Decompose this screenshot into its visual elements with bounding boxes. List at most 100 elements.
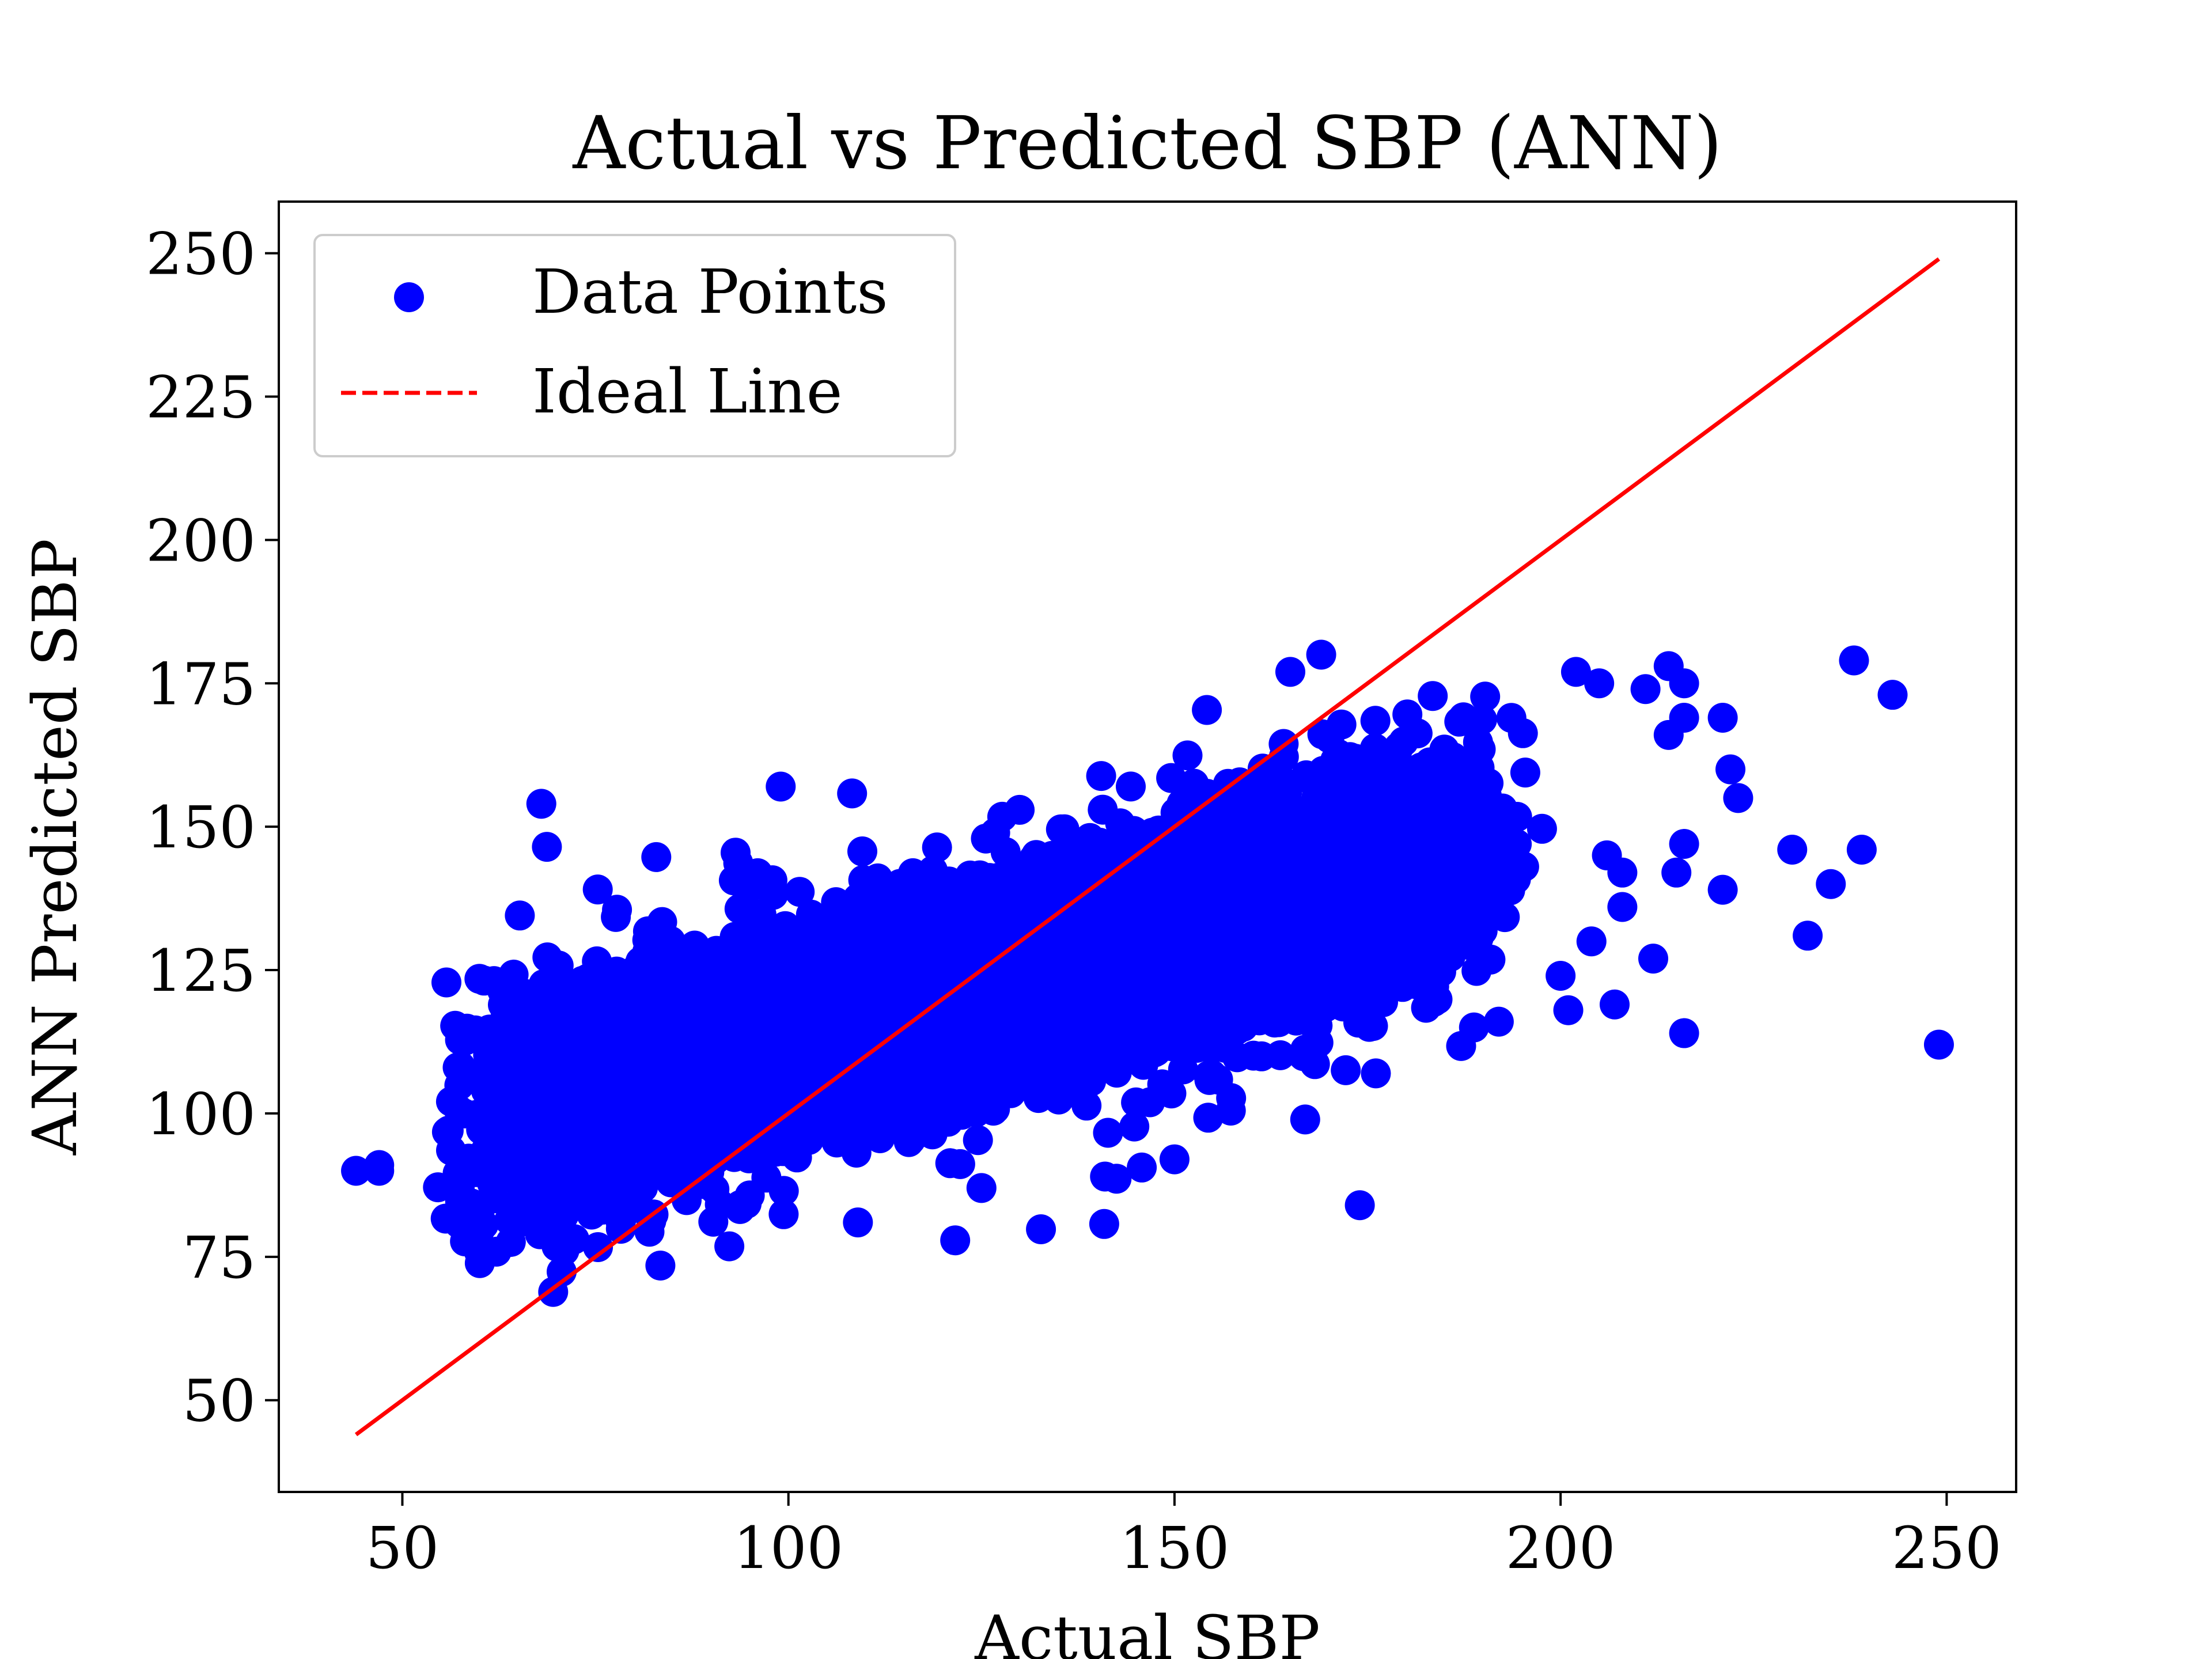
data-point [841,988,871,1019]
data-point [1046,814,1076,844]
data-point-outlier [464,1202,495,1232]
data-point [582,874,613,905]
data-point-outlier [1877,680,1908,710]
y-axis-ticks: 50 75 100 125 150 175 200 225 250 [146,221,279,1435]
data-point [653,1121,684,1152]
data-point-outlier [1306,639,1336,670]
data-point [1027,1025,1057,1056]
data-point [868,1102,899,1132]
data-point [1360,706,1391,736]
data-point [1215,1096,1246,1126]
data-point [1407,774,1437,804]
data-point [1172,740,1203,771]
data-point [1245,938,1276,968]
data-point [555,1157,586,1187]
data-point [867,956,897,986]
data-point [1222,1015,1252,1045]
data-point-outlier [1630,674,1661,704]
data-point-outlier [966,1173,997,1203]
data-point [957,953,988,984]
data-point [1303,1028,1334,1058]
data-point [1340,813,1370,843]
data-point [711,944,742,975]
data-point [1247,753,1278,784]
data-point [1140,892,1171,922]
data-point [1326,709,1357,740]
data-point [592,1160,623,1190]
data-point [1147,1069,1177,1100]
data-point [1119,1111,1150,1142]
y-tick-label: 50 [183,1368,256,1435]
data-point [1265,1040,1296,1070]
data-point [1340,985,1370,1016]
data-point [1301,771,1331,802]
data-point [779,1121,809,1152]
data-point [1199,804,1229,834]
data-point [1031,984,1061,1015]
data-point [893,1127,924,1157]
data-point-outlier [1669,668,1699,699]
data-point [531,978,561,1009]
data-point [1313,956,1343,987]
data-point [1081,1055,1112,1085]
data-point [997,1002,1028,1033]
data-point [1160,957,1190,988]
data-point-outlier [1661,857,1692,888]
data-point [635,1054,666,1084]
data-point [1193,1103,1224,1133]
data-point [922,832,952,863]
data-point [1380,929,1411,960]
data-point [1020,929,1050,960]
data-point [631,1164,661,1194]
data-point [1496,703,1527,733]
data-point [724,1017,754,1048]
data-point [476,1116,506,1146]
data-point [1121,1087,1152,1118]
data-point [599,1133,629,1164]
data-point [469,965,499,996]
data-point [900,899,931,929]
data-point [1088,956,1118,987]
data-point [1460,925,1491,955]
data-point [837,897,867,927]
data-point [1058,929,1088,959]
data-point [845,930,876,961]
data-point [687,944,718,975]
data-point [1459,1012,1489,1043]
data-point [514,1024,545,1054]
data-point-outlier [1560,657,1591,687]
data-point [1093,1118,1123,1148]
data-point-outlier [1638,944,1668,974]
data-point [547,1003,577,1033]
legend-box [313,234,956,457]
data-point [1088,794,1118,825]
data-point [542,1047,573,1077]
data-point [795,909,825,940]
data-point-outlier [1839,645,1869,676]
plot-area-frame [278,200,2017,1493]
data-point [804,1107,834,1137]
data-point-outlier [341,1156,372,1186]
data-point [972,1017,1003,1048]
data-point [795,1043,825,1073]
data-point [1050,1022,1081,1052]
data-point [526,1139,556,1169]
data-point [734,1143,764,1173]
data-point [1502,802,1532,832]
data-point [1156,763,1187,793]
legend: Data Points Ideal Line [313,234,956,457]
data-point-outlier [1584,668,1615,699]
data-point-outlier [766,771,796,802]
data-point [725,1060,755,1091]
data-point [1089,1209,1119,1239]
data-point-outlier [1159,1144,1190,1175]
x-tick-label: 50 [366,1514,439,1582]
data-point [1122,987,1152,1017]
data-point-outlier [1483,1006,1514,1037]
data-point [718,865,749,896]
data-point-outlier [1793,921,1823,951]
data-point [1215,969,1245,999]
y-tick-label: 200 [146,507,256,574]
data-point [1041,878,1072,908]
legend-marker-data-points [394,282,424,312]
